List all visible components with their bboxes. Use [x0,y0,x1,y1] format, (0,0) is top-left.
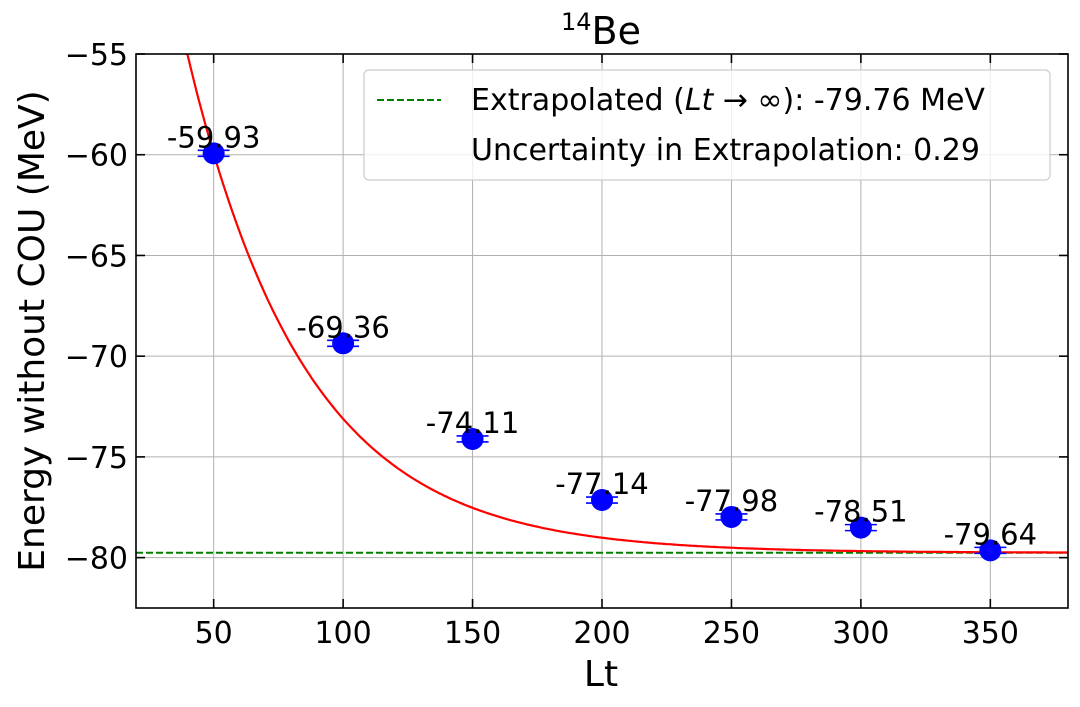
data-point-group: -77.98 [685,484,779,528]
x-tick-label: 200 [573,616,630,651]
y-tick-label: −55 [65,38,128,73]
data-point-group: -78.51 [814,495,908,539]
data-point [979,539,1002,562]
y-axis-label: Energy without COU (MeV) [12,90,53,571]
x-tick-label: 150 [444,616,501,651]
y-tick-label: −75 [65,441,128,476]
legend-entry-uncertainty: Uncertainty in Extrapolation: 0.29 [471,133,980,168]
title-superscript: 14 [561,8,592,36]
data-point [849,516,872,539]
data-point-group: -79.64 [944,517,1038,562]
data-label: -74.11 [426,406,520,440]
legend: Extrapolated (Lt → ∞): -79.76 MeV Uncert… [363,69,1051,181]
y-tick-label: −65 [65,239,128,274]
legend-entry-extrapolated: Extrapolated (Lt → ∞): -79.76 MeV [471,83,985,118]
data-point [461,427,484,450]
x-tick-label: 250 [703,616,760,651]
data-label: -59.93 [167,120,261,154]
y-tick-label: −60 [65,139,128,174]
legend-box [363,69,1051,181]
data-label: -69.36 [296,310,390,344]
data-label: -79.64 [944,517,1038,551]
data-point-group: -74.11 [426,406,520,450]
title-main: Be [592,9,641,53]
data-point-group: -69.36 [296,310,390,355]
data-point [591,489,613,512]
chart-title: 14Be [561,8,641,53]
x-tick-label: 350 [962,616,1019,651]
plot-layer: -59.93 -69.36 -74.11 -77.14 -77.98 -78.51 -79.… [136,53,1068,562]
data-point-group: -77.14 [555,467,649,512]
fit-curve [186,55,1068,554]
data-point-group: -59.93 [167,120,261,165]
data-label: -78.51 [814,495,908,529]
data-point [332,332,355,355]
axis-ticks: 50 100 150 200 250 300 350 −55 −60 −65 −70 −75 −80 [65,38,1068,651]
y-tick-label: −80 [65,542,128,577]
data-label: -77.14 [555,467,649,501]
y-tick-label: −70 [65,340,128,375]
data-point [202,142,225,165]
x-axis-label: Lt [584,654,618,695]
x-tick-label: 300 [832,616,889,651]
data-point [720,505,743,528]
x-tick-label: 50 [195,616,233,651]
data-label: -77.98 [685,484,779,518]
x-tick-label: 100 [314,616,371,651]
